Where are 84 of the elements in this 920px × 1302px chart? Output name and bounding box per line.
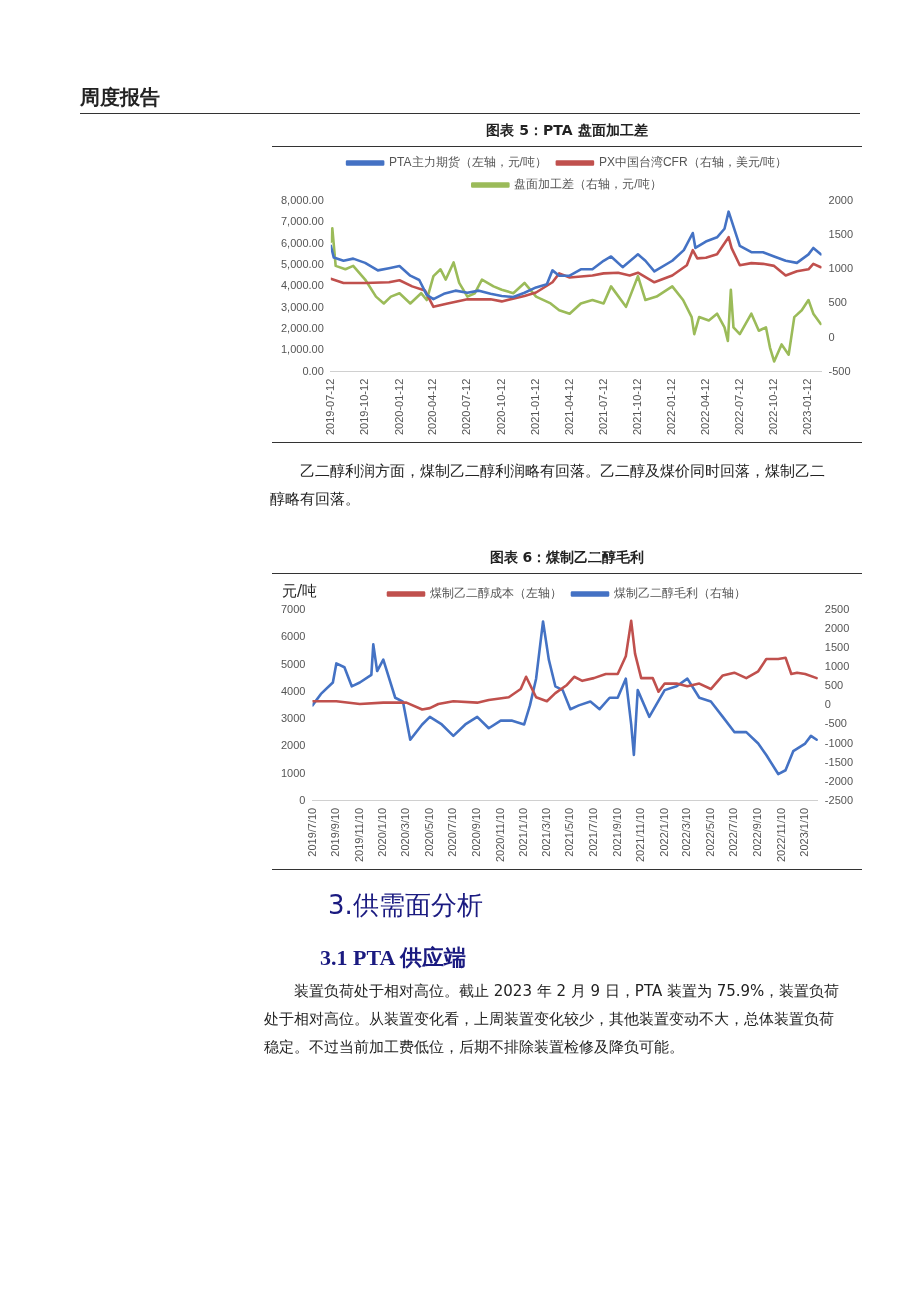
x-tick-label: 2020/11/10 [493, 807, 506, 863]
y2-tick-label: -1000 [824, 736, 854, 749]
x-tick-label: 2022/5/10 [703, 807, 716, 857]
x-tick-label: 2021/1/10 [517, 807, 530, 857]
x-tick-label: 2020/7/10 [446, 807, 459, 857]
x-tick-label: 2019/9/10 [329, 807, 342, 857]
y2-tick-label: 0 [824, 698, 831, 711]
x-tick-label: 2019-07-12 [323, 378, 336, 436]
chart-title: 图表 6：煤制乙二醇毛利 [272, 545, 862, 574]
y2-tick-label: -500 [824, 717, 847, 730]
x-tick-label: 2019/11/10 [352, 807, 365, 863]
y-tick-label: 2,000.00 [280, 322, 324, 335]
x-tick-label: 2021-04-12 [562, 378, 575, 436]
x-tick-label: 2020/9/10 [470, 807, 483, 857]
y-tick-label: 0.00 [302, 364, 324, 377]
text: 装置负荷处于相对高位。截止 2023 年 2 月 9 日，PTA 装置为 75.9%，装置负荷处于相对高位。从装置变化看，上周装置变化较少，其他装置变动不大，总体装置负荷稳定。不过当前加工费低位，后期不排除装置检修及降负可能。 [264, 981, 841, 1058]
y-tick-label: 5000 [280, 657, 306, 670]
y-tick-label: 8,000.00 [280, 194, 324, 207]
x-tick-label: 2022/1/10 [657, 807, 670, 857]
x-tick-label: 2019/7/10 [305, 807, 318, 857]
y-tick-label: 1,000.00 [280, 343, 324, 356]
y2-tick-label: 1000 [824, 660, 850, 673]
y2-tick-label: 500 [828, 296, 847, 309]
x-tick-label: 2022-04-12 [698, 378, 711, 436]
y2-tick-label: 2500 [824, 603, 850, 616]
x-tick-label: 2022/9/10 [751, 807, 764, 857]
legend-label: PX中国台湾CFR（右轴，美元/吨） [598, 155, 787, 170]
y2-tick-label: 500 [824, 679, 844, 692]
y2-tick-label: -1500 [824, 755, 854, 768]
x-tick-label: 2020-01-12 [392, 378, 405, 436]
text: 乙二醇利润方面，煤制乙二醇利润略有回落。乙二醇及煤价同时回落，煤制乙二醇略有回落。 [270, 461, 826, 510]
y2-tick-label: 2000 [824, 622, 850, 635]
y2-tick-label: 1500 [828, 228, 854, 241]
legend-label: 盘面加工差（右轴，元/吨） [514, 177, 662, 192]
x-tick-label: 2020/5/10 [422, 807, 435, 857]
x-tick-label: 2021/7/10 [586, 807, 599, 857]
x-tick-label: 2020-04-12 [426, 378, 439, 436]
legend-label: 煤制乙二醇毛利（右轴） [614, 586, 746, 601]
y-axis-title: 元/吨 [282, 582, 318, 601]
x-tick-label: 2021/11/10 [634, 807, 647, 863]
x-tick-label: 2022/7/10 [727, 807, 740, 857]
y2-tick-label: 2000 [828, 194, 854, 207]
chart-title: 图表 5：PTA 盘面加工差 [272, 118, 862, 147]
y2-tick-label: 0 [828, 330, 835, 343]
x-tick-label: 2021/3/10 [539, 807, 552, 857]
y-tick-label: 4000 [280, 684, 306, 697]
y-tick-label: 7,000.00 [280, 215, 324, 228]
y2-tick-label: -2000 [824, 774, 854, 787]
x-tick-label: 2020-10-12 [494, 378, 507, 436]
y-tick-label: 4,000.00 [280, 279, 324, 292]
y-tick-label: 3000 [280, 712, 306, 725]
x-tick-label: 2021-01-12 [529, 378, 542, 436]
y-tick-label: 7000 [280, 603, 306, 616]
y-tick-label: 6000 [280, 630, 306, 643]
x-tick-label: 2021/9/10 [610, 807, 623, 857]
text: 3.1 PTA 供应端 [320, 944, 467, 972]
y-tick-label: 5,000.00 [280, 258, 324, 271]
legend-label: PTA主力期货（左轴，元/吨） [389, 155, 547, 170]
y-tick-label: 1000 [280, 766, 306, 779]
x-tick-label: 2022-07-12 [732, 378, 745, 436]
x-tick-label: 2023-01-12 [801, 378, 814, 436]
x-tick-label: 2022/11/10 [774, 807, 787, 863]
x-tick-label: 2022-10-12 [767, 378, 780, 436]
y-tick-label: 6,000.00 [280, 236, 324, 249]
y2-tick-label: 1000 [828, 262, 854, 275]
x-tick-label: 2019-10-12 [358, 378, 371, 436]
x-tick-label: 2022/3/10 [680, 807, 693, 857]
x-tick-label: 2020-07-12 [460, 378, 473, 436]
text: 周度报告 [80, 84, 160, 111]
y2-tick-label: -2500 [824, 793, 854, 806]
x-tick-label: 2021/5/10 [563, 807, 576, 857]
y2-tick-label: 1500 [824, 641, 850, 654]
y-tick-label: 3,000.00 [280, 300, 324, 313]
x-tick-label: 2021-07-12 [596, 378, 609, 436]
y2-tick-label: -500 [828, 364, 851, 377]
x-tick-label: 2023/1/10 [798, 807, 811, 857]
y-tick-label: 0 [299, 793, 306, 806]
x-tick-label: 2021-10-12 [630, 378, 643, 436]
text: 3.供需面分析 [328, 889, 484, 922]
x-tick-label: 2020/3/10 [399, 807, 412, 857]
y-tick-label: 2000 [280, 739, 306, 752]
x-tick-label: 2020/1/10 [376, 807, 389, 857]
legend-label: 煤制乙二醇成本（左轴） [430, 586, 562, 601]
x-tick-label: 2022-01-12 [665, 378, 678, 436]
